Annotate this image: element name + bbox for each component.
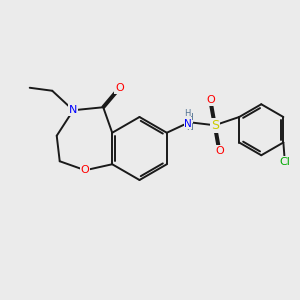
Text: S: S [211,119,219,132]
Text: O: O [115,83,124,93]
Text: H
N: H N [186,112,193,132]
Text: N: N [184,119,192,129]
Text: O: O [206,95,215,105]
Text: H: H [184,110,191,118]
Text: O: O [81,165,90,175]
Text: Cl: Cl [279,157,290,167]
Text: N: N [69,105,77,115]
Text: O: O [215,146,224,156]
